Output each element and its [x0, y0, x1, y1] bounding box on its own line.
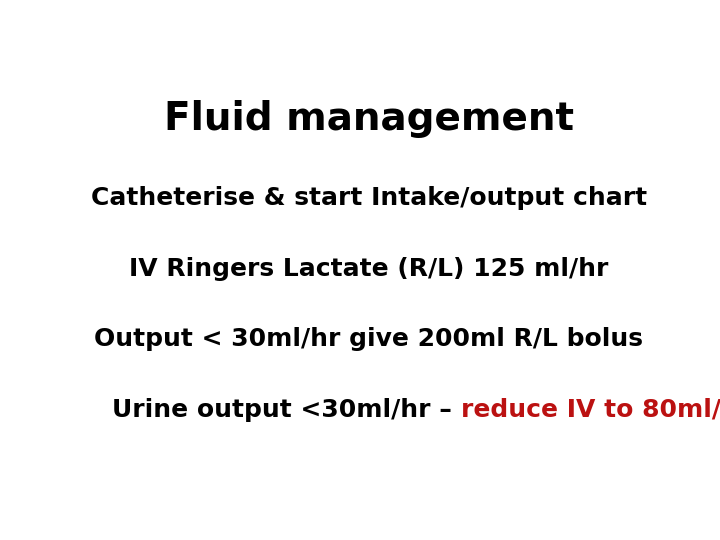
Text: IV Ringers Lactate (R/L) 125 ml/hr: IV Ringers Lactate (R/L) 125 ml/hr [130, 256, 608, 281]
Text: Output < 30ml/hr give 200ml R/L bolus: Output < 30ml/hr give 200ml R/L bolus [94, 327, 644, 351]
Text: Urine output <30ml/hr –: Urine output <30ml/hr – [112, 398, 461, 422]
Text: Catheterise & start Intake/output chart: Catheterise & start Intake/output chart [91, 186, 647, 210]
Text: reduce IV to 80ml/hr: reduce IV to 80ml/hr [461, 398, 720, 422]
Text: Fluid management: Fluid management [164, 100, 574, 138]
